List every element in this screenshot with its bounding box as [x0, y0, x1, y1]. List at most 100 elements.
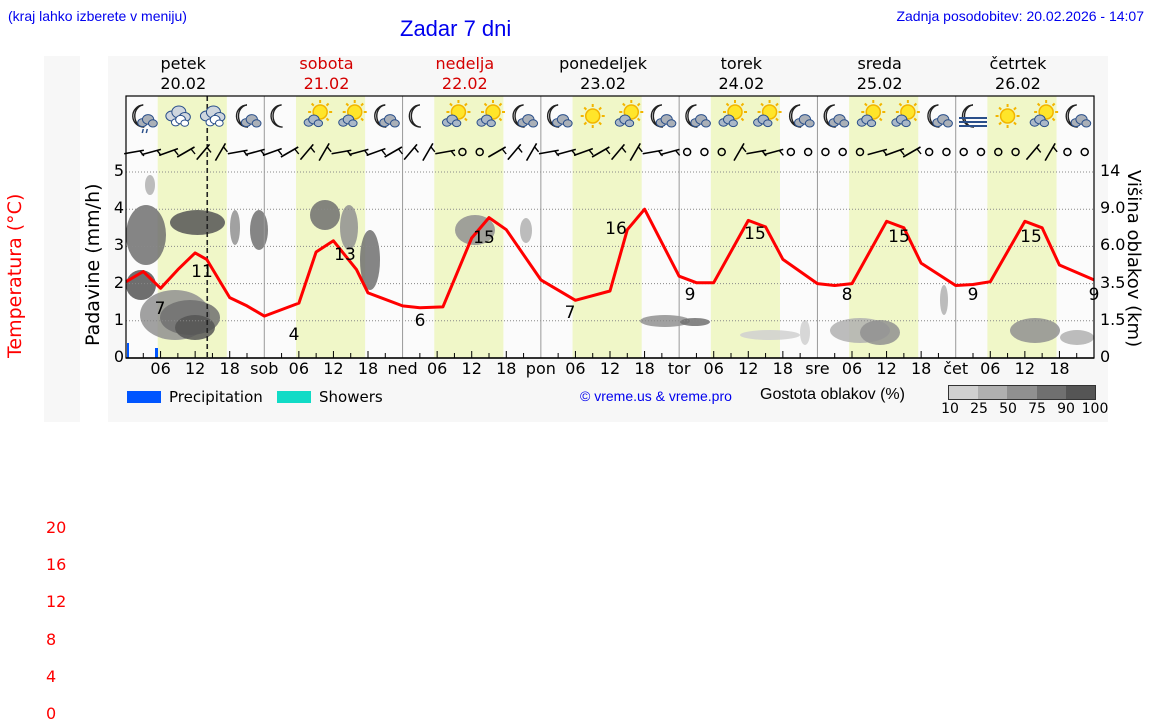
x-tick: 18 [634, 359, 655, 378]
temp-axis-panel [44, 56, 80, 422]
temp-tick: 16 [46, 555, 67, 575]
day-header-3: ponedeljek 23.02 [534, 54, 672, 94]
day-header-4: torek 24.02 [672, 54, 810, 94]
x-tick: 18 [357, 359, 379, 378]
precipitation-swatch [127, 391, 161, 403]
night-cloud-rain-icon [132, 104, 158, 134]
temp-tick: 20 [46, 518, 67, 537]
day-date: 22.02 [441, 74, 488, 93]
day-header-6: četrtek 26.02 [949, 54, 1087, 94]
x-tick: 12 [461, 359, 482, 378]
cloud-density-scale [948, 385, 1096, 400]
x-tick: 18 [496, 359, 517, 378]
x-tick: 06 [980, 359, 1001, 378]
x-tick: 06 [150, 359, 171, 378]
x-tick: 18 [772, 359, 794, 378]
wind-barbs-row [124, 142, 1089, 162]
cloud-density-layer [126, 175, 1094, 345]
cloud-density-tick: 25 [970, 401, 988, 417]
svg-text:15: 15 [1020, 227, 1042, 247]
x-tick: 06 [841, 359, 863, 378]
temp-tick: 0 [46, 704, 57, 723]
night-cloudy-icon [235, 104, 262, 128]
day-header-5: sreda 25.02 [811, 54, 949, 94]
legend-precipitation-label: Precipitation [169, 388, 263, 406]
cloud-height-axis-label: Višina oblakov (km) [1123, 170, 1144, 348]
night-cloudy-icon [788, 104, 815, 128]
day-name: sreda [857, 54, 902, 73]
night-cloudy-icon [823, 104, 850, 128]
day-date: 21.02 [303, 74, 350, 93]
night-clear-icon [270, 104, 283, 128]
svg-text:16: 16 [605, 219, 627, 239]
location-menu-hint: (kraj lahko izberete v meniju) [8, 8, 187, 24]
credit-link[interactable]: © vreme.us & vreme.pro [580, 388, 732, 404]
cloudy-icon [199, 105, 226, 127]
x-tick: 06 [288, 359, 310, 378]
x-tick: 12 [184, 359, 206, 378]
x-tick: 18 [219, 359, 240, 378]
night-fog-icon [959, 104, 987, 128]
svg-text:6: 6 [415, 311, 426, 331]
night-cloudy-icon [685, 104, 711, 128]
partly-sunny-icon [614, 100, 644, 128]
svg-text:7: 7 [155, 299, 166, 319]
night-cloudy-icon [927, 104, 953, 128]
partly-sunny-icon [441, 100, 471, 128]
x-tick: 18 [1049, 359, 1070, 378]
precip-tick: 0 [113, 347, 124, 366]
cloudy-icon [165, 105, 191, 127]
cloud-density-tick: 75 [1028, 401, 1046, 417]
day-name: torek [720, 54, 763, 73]
cloud-density-tick: 10 [941, 401, 959, 417]
x-tick: 12 [738, 359, 759, 378]
page-title: Zadar 7 dni [400, 16, 512, 41]
cloud-height-tick: 9.0 [1100, 198, 1126, 218]
x-tick: 12 [1014, 359, 1036, 378]
x-tick: sob [250, 359, 279, 378]
partly-sunny-icon [338, 100, 367, 128]
night-cloudy-icon [650, 104, 677, 128]
svg-text:13: 13 [334, 245, 356, 265]
night-cloudy-icon [374, 104, 400, 128]
day-name: nedelja [435, 54, 495, 73]
day-name: četrtek [989, 54, 1047, 73]
partly-sunny-icon [1029, 100, 1059, 128]
cloud-height-tick: 0 [1100, 347, 1111, 366]
svg-text:9: 9 [685, 285, 696, 305]
cloud-height-tick: 6.0 [1100, 235, 1126, 255]
cloud-height-tick: 1.5 [1100, 309, 1126, 329]
precip-tick: 3 [113, 235, 124, 255]
x-tick: ned [387, 359, 418, 378]
temp-tick: 12 [46, 592, 67, 612]
day-date: 26.02 [995, 74, 1041, 93]
svg-text:8: 8 [842, 285, 853, 305]
day-name: sobota [299, 54, 354, 73]
x-tick: 12 [323, 359, 344, 378]
night-cloudy-icon [512, 104, 539, 128]
svg-text:15: 15 [888, 227, 910, 247]
cloud-height-tick: 14 [1100, 161, 1121, 180]
cloud-density-tick: 50 [999, 401, 1017, 417]
night-cloudy-icon [1065, 104, 1092, 128]
day-date: 23.02 [580, 74, 626, 93]
day-name: ponedeljek [559, 54, 648, 73]
day-date: 25.02 [856, 74, 903, 93]
precip-tick: 2 [113, 272, 124, 292]
day-date: 20.02 [160, 74, 207, 93]
x-tick: čet [943, 359, 969, 378]
precip-tick: 5 [113, 161, 124, 180]
temp-tick: 4 [46, 666, 57, 686]
cloud-density-label: Gostota oblakov (%) [760, 386, 905, 403]
legend-precipitation: Precipitation [127, 388, 263, 406]
cloud-density-tick: 90 [1057, 401, 1075, 417]
precip-tick: 1 [113, 309, 124, 329]
showers-swatch [277, 391, 311, 403]
x-tick: 06 [426, 359, 448, 378]
day-date: 24.02 [718, 74, 765, 93]
cloud-density-tick: 100 [1081, 401, 1109, 417]
weather-icons-row [132, 100, 1092, 134]
svg-text:4: 4 [289, 325, 300, 345]
x-tick: 18 [910, 359, 932, 378]
